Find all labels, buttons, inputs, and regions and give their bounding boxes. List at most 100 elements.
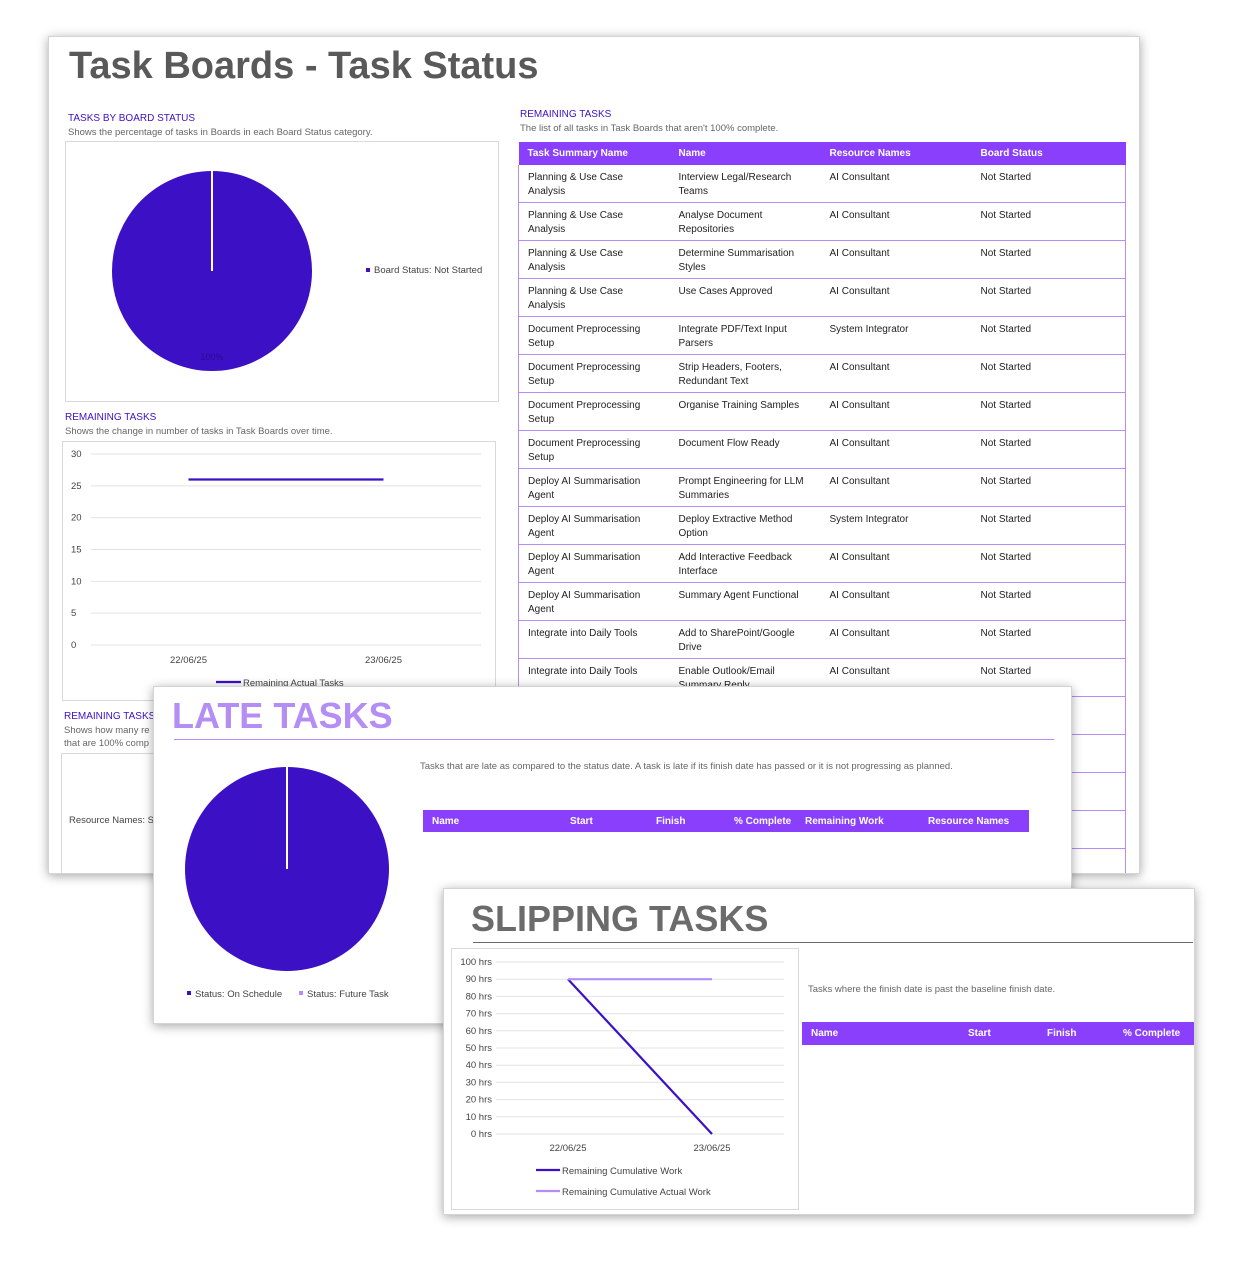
cell-resource-names: AI Consultant bbox=[820, 544, 972, 583]
y-tick-label: 100 hrs bbox=[460, 957, 492, 968]
cell-resource-names: AI Consultant bbox=[820, 202, 972, 241]
late-col-finish[interactable]: Finish bbox=[656, 815, 686, 827]
cell-name: Document Flow Ready bbox=[669, 430, 821, 469]
remaining-tasks-body: Planning & Use Case Analysis Interview Le… bbox=[518, 165, 1126, 873]
late-col-percent-complete[interactable]: % Complete bbox=[734, 815, 792, 827]
y-tick-label: 0 bbox=[71, 640, 76, 651]
remaining-table-description: The list of all tasks in Task Boards tha… bbox=[520, 123, 779, 134]
cell-name: Integrate PDF/Text Input Parsers bbox=[669, 316, 821, 355]
cell-task-summary-name: Integrate into Daily Tools bbox=[518, 620, 670, 659]
table-row[interactable]: Deploy AI Summarisation Agent Prompt Engi… bbox=[518, 468, 1126, 507]
late-col-resource-names[interactable]: Resource Names bbox=[928, 815, 1010, 827]
cell-task-summary-name: Deploy AI Summarisation Agent bbox=[518, 582, 670, 621]
cell-board-status: Not Started bbox=[971, 506, 1126, 545]
legend-remaining-actual: Remaining Actual Tasks bbox=[243, 678, 344, 689]
table-row[interactable]: Planning & Use Case Analysis Analyse Docu… bbox=[518, 202, 1126, 241]
slip-col-start[interactable]: Start bbox=[968, 1028, 991, 1039]
cell-name: Add Interactive Feedback Interface bbox=[669, 544, 821, 583]
x-tick-label: 22/06/25 bbox=[170, 655, 207, 666]
slipping-tasks-description: Tasks where the finish date is past the … bbox=[808, 984, 1056, 995]
cell-resource-names: AI Consultant bbox=[820, 430, 972, 469]
cell-task-summary-name: Planning & Use Case Analysis bbox=[518, 165, 670, 203]
slip-col-finish[interactable]: Finish bbox=[1047, 1028, 1077, 1039]
remaining-tasks-table: Task Summary Name Name Resource Names Bo… bbox=[518, 142, 1126, 873]
legend-cumulative-work: Remaining Cumulative Work bbox=[562, 1166, 682, 1177]
cell-board-status: Not Started bbox=[971, 430, 1126, 469]
x-tick-label: 23/06/25 bbox=[365, 655, 402, 666]
table-row[interactable]: Deploy AI Summarisation Agent Add Interac… bbox=[518, 544, 1126, 583]
y-tick-label: 0 hrs bbox=[471, 1129, 492, 1140]
series-line-remaining-cumulative-work[interactable] bbox=[567, 978, 713, 1135]
y-tick-label: 20 bbox=[71, 513, 82, 524]
y-tick-label: 80 hrs bbox=[466, 991, 493, 1002]
table-row[interactable]: Integrate into Daily Tools Add to SharePo… bbox=[518, 620, 1126, 659]
remaining-tasks-table-wrap: Task Summary Name Name Resource Names Bo… bbox=[518, 142, 1126, 873]
cell-resource-names: System Integrator bbox=[820, 316, 972, 355]
y-tick-label: 60 hrs bbox=[466, 1026, 493, 1037]
cell-task-summary-name: Document Preprocessing Setup bbox=[518, 354, 670, 393]
table-row[interactable]: Planning & Use Case Analysis Interview Le… bbox=[518, 165, 1126, 203]
y-tick-label: 30 bbox=[71, 449, 82, 460]
remaining-tasks-chart[interactable]: 30 25 20 15 10 5 0 22/06/25 23/06/25 Remaining Ac… bbox=[62, 441, 496, 701]
legend-swatch-future-task bbox=[299, 991, 303, 995]
table-row[interactable]: Deploy AI Summarisation Agent Deploy Extr… bbox=[518, 506, 1126, 545]
cell-resource-names: AI Consultant bbox=[820, 278, 972, 317]
cell-task-summary-name: Planning & Use Case Analysis bbox=[518, 240, 670, 279]
col-name[interactable]: Name bbox=[669, 142, 821, 165]
y-tick-label: 30 hrs bbox=[466, 1077, 493, 1088]
cell-resource-names: AI Consultant bbox=[820, 240, 972, 279]
slip-col-percent-complete[interactable]: % Complete bbox=[1123, 1028, 1181, 1039]
cell-name: Organise Training Samples bbox=[669, 392, 821, 431]
cell-board-status: Not Started bbox=[971, 316, 1126, 355]
y-tick-label: 20 hrs bbox=[466, 1095, 493, 1106]
y-tick-label: 5 bbox=[71, 608, 76, 619]
legend-cumulative-actual-work: Remaining Cumulative Actual Work bbox=[562, 1187, 711, 1198]
legend-swatch-on-schedule bbox=[187, 991, 191, 995]
table-row[interactable]: Planning & Use Case Analysis Use Cases Ap… bbox=[518, 278, 1126, 317]
remaining-chart-description: Shows the change in number of tasks in T… bbox=[65, 426, 333, 437]
cell-board-status: Not Started bbox=[971, 620, 1126, 659]
task-boards-sheet: Task Boards - Task Status TASKS BY BOARD… bbox=[48, 36, 1140, 874]
table-row[interactable]: Document Preprocessing Setup Document Flo… bbox=[518, 430, 1126, 469]
remaining-by-legend: Resource Names: S bbox=[69, 815, 155, 826]
x-tick-label: 23/06/25 bbox=[694, 1143, 731, 1154]
cell-resource-names: AI Consultant bbox=[820, 582, 972, 621]
cell-task-summary-name: Document Preprocessing Setup bbox=[518, 392, 670, 431]
cell-name: Analyse Document Repositories bbox=[669, 202, 821, 241]
board-status-chart[interactable]: 100% Board Status: Not Started bbox=[65, 141, 499, 402]
table-row[interactable]: Document Preprocessing Setup Strip Header… bbox=[518, 354, 1126, 393]
cell-resource-names: AI Consultant bbox=[820, 392, 972, 431]
late-tasks-title: LATE TASKS bbox=[172, 695, 393, 736]
cell-task-summary-name: Deploy AI Summarisation Agent bbox=[518, 544, 670, 583]
col-board-status[interactable]: Board Status bbox=[971, 142, 1126, 165]
late-col-start[interactable]: Start bbox=[570, 815, 593, 827]
slip-col-name[interactable]: Name bbox=[811, 1028, 839, 1039]
cell-board-status: Not Started bbox=[971, 354, 1126, 393]
y-tick-label: 25 bbox=[71, 481, 82, 492]
late-col-remaining-work[interactable]: Remaining Work bbox=[805, 815, 884, 827]
cell-name: Add to SharePoint/Google Drive bbox=[669, 620, 821, 659]
legend-not-started: Board Status: Not Started bbox=[374, 265, 482, 276]
page-title: Task Boards - Task Status bbox=[69, 45, 539, 87]
cell-task-summary-name: Document Preprocessing Setup bbox=[518, 430, 670, 469]
cell-board-status: Not Started bbox=[971, 582, 1126, 621]
slipping-title-divider bbox=[473, 942, 1193, 943]
y-tick-label: 40 hrs bbox=[466, 1060, 493, 1071]
table-row[interactable]: Deploy AI Summarisation Agent Summary Age… bbox=[518, 582, 1126, 621]
late-col-name[interactable]: Name bbox=[432, 815, 460, 827]
table-row[interactable]: Document Preprocessing Setup Integrate PD… bbox=[518, 316, 1126, 355]
cell-board-status: Not Started bbox=[971, 392, 1126, 431]
slipping-work-chart[interactable]: 100 hrs 90 hrs 80 hrs 70 hrs 60 hrs 50 hrs 40 … bbox=[451, 948, 799, 1210]
table-row[interactable]: Planning & Use Case Analysis Determine Su… bbox=[518, 240, 1126, 279]
board-status-title: TASKS BY BOARD STATUS bbox=[68, 113, 196, 124]
table-row[interactable]: Document Preprocessing Setup Organise Tra… bbox=[518, 392, 1126, 431]
cell-task-summary-name: Planning & Use Case Analysis bbox=[518, 202, 670, 241]
col-resource-names[interactable]: Resource Names bbox=[820, 142, 972, 165]
cell-board-status: Not Started bbox=[971, 544, 1126, 583]
x-tick-label: 22/06/25 bbox=[550, 1143, 587, 1154]
cell-name: Deploy Extractive Method Option bbox=[669, 506, 821, 545]
col-task-summary-name[interactable]: Task Summary Name bbox=[518, 142, 670, 165]
late-title-divider bbox=[174, 739, 1054, 740]
remaining-by-title: REMAINING TASKS B bbox=[64, 711, 165, 722]
late-tasks-table-header: Name Start Finish % Complete Remaining W… bbox=[423, 810, 1029, 832]
